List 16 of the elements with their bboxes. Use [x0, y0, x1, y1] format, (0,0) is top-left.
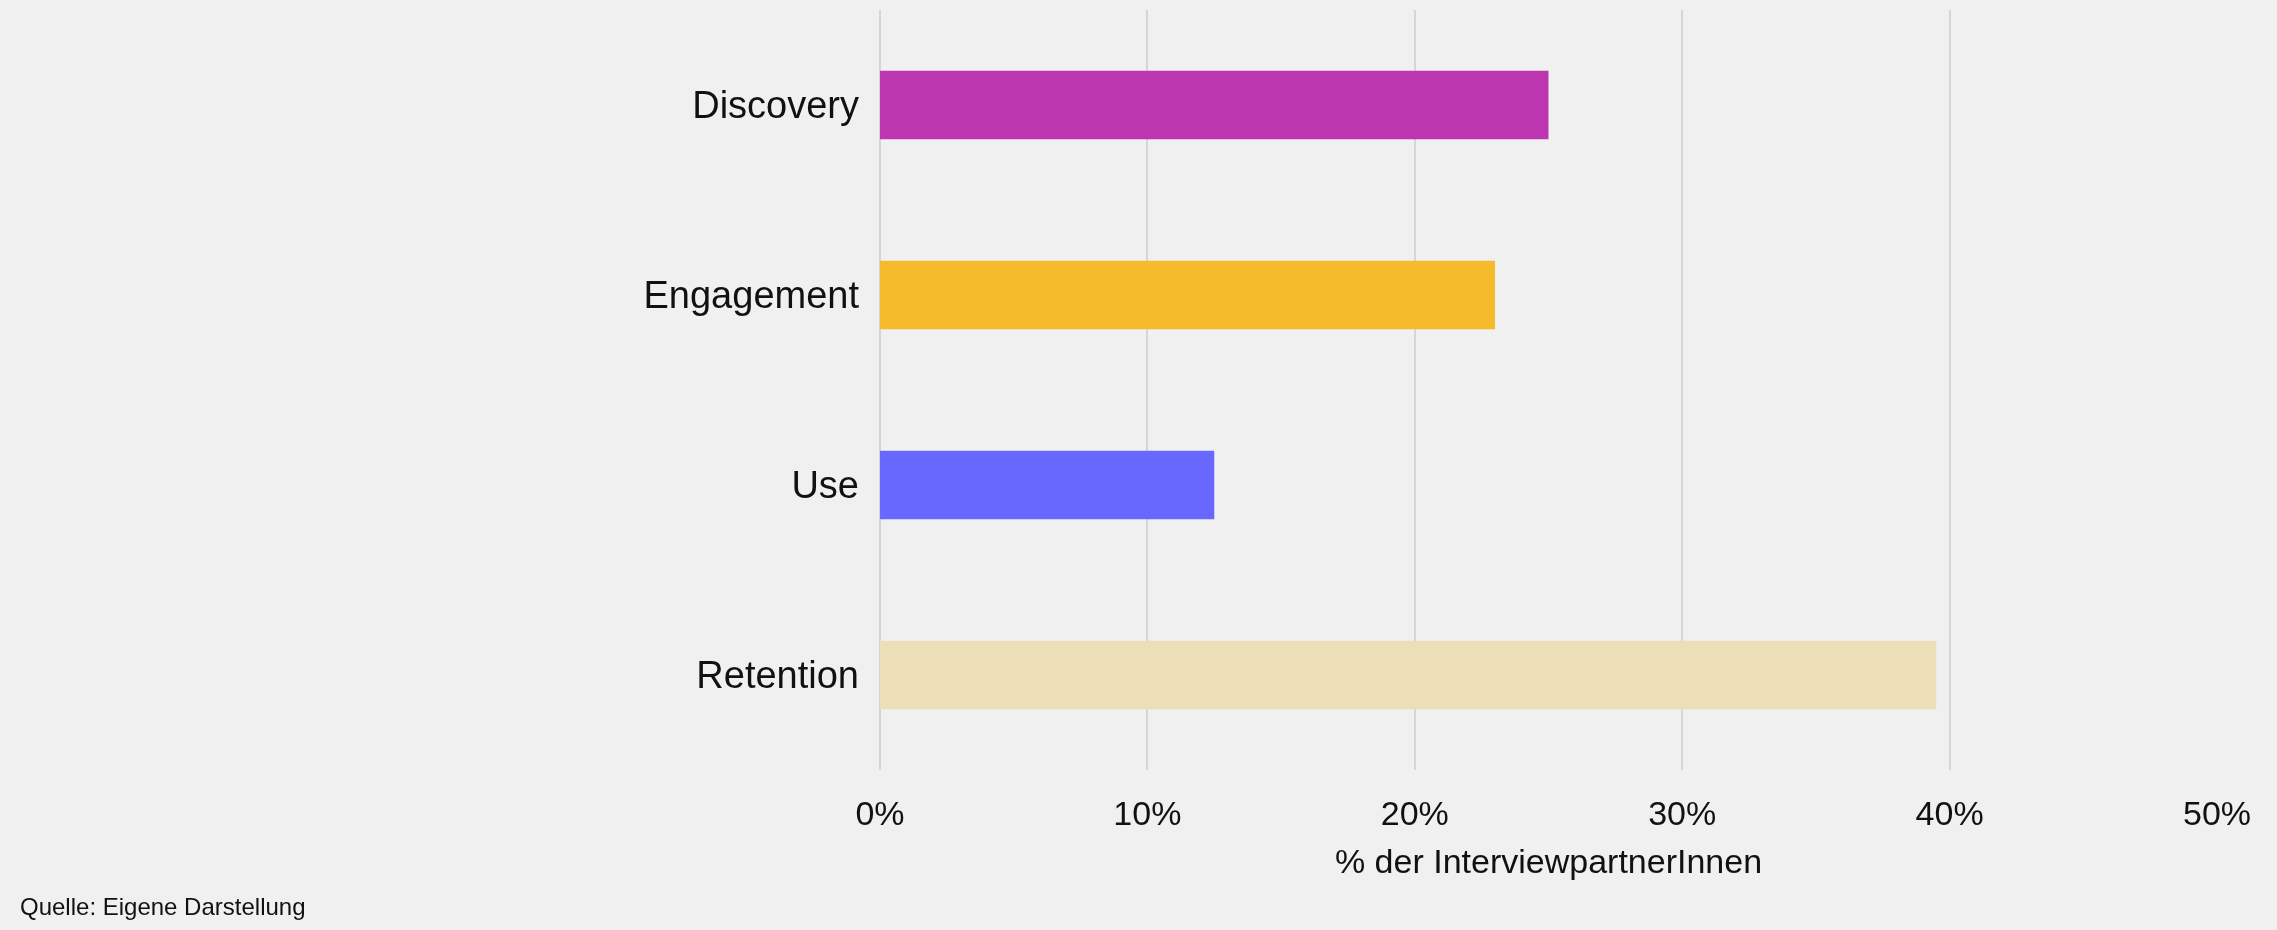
x-tick-label: 20% — [1380, 794, 1449, 832]
source-note: Quelle: Eigene Darstellung — [20, 893, 306, 920]
bar — [880, 70, 1549, 140]
x-tick-label: 40% — [1915, 794, 1984, 832]
y-tick-label: Retention — [696, 654, 859, 697]
x-tick-label: 50% — [2182, 794, 2252, 832]
y-tick-label: Discovery — [692, 84, 859, 127]
y-tick-label: Use — [791, 464, 859, 507]
bar — [880, 450, 1215, 520]
bar — [880, 260, 1496, 330]
x-axis-title: % der InterviewpartnerInnen — [1334, 842, 1763, 881]
x-tick-label: 10% — [1113, 794, 1182, 832]
bar — [880, 640, 1937, 710]
x-tick-label: 0% — [855, 794, 905, 832]
x-tick-label: 30% — [1648, 794, 1717, 832]
y-tick-label: Engagement — [643, 274, 860, 317]
